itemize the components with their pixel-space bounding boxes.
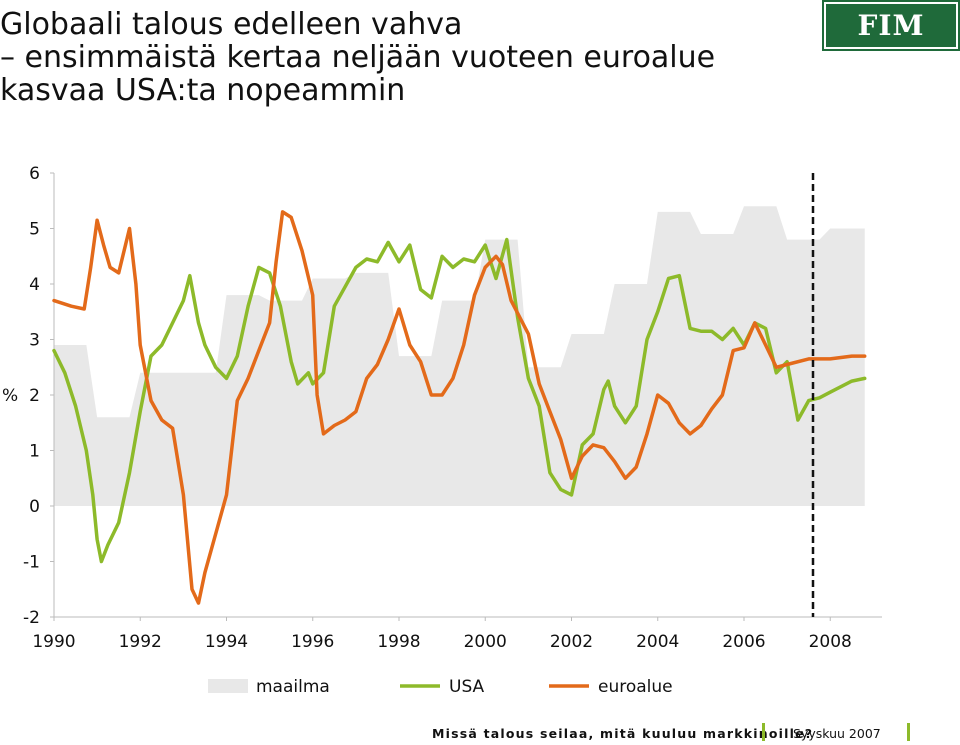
title-block: Globaali talous edelleen vahva – ensimmä… xyxy=(0,8,760,107)
x-tick-label-2000: 2000 xyxy=(464,632,507,652)
y-tick-label-6: 6 xyxy=(29,164,40,184)
footer-separator-1 xyxy=(762,723,765,741)
y-tick-label-1: 1 xyxy=(29,442,40,462)
legend-label-USA: USA xyxy=(449,677,485,697)
series-line-euroalue xyxy=(52,210,867,605)
series-line-USA xyxy=(52,237,867,564)
x-tick-label-1994: 1994 xyxy=(205,632,248,652)
x-tick-label-2008: 2008 xyxy=(809,632,852,652)
y-axis-label: % xyxy=(2,386,18,406)
legend-label-euroalue: euroalue xyxy=(598,677,673,697)
x-tick-label-2004: 2004 xyxy=(636,632,679,652)
y-tick-label-2: 2 xyxy=(29,386,40,406)
title-line-3: kasvaa USA:ta nopeammin xyxy=(0,73,406,108)
footer-separator-2 xyxy=(907,723,910,741)
fim-logo: FIM xyxy=(822,0,960,51)
y-tick-label-4: 4 xyxy=(29,275,40,295)
y-tick-label--2: -2 xyxy=(23,608,40,628)
x-tick-label-1996: 1996 xyxy=(291,632,334,652)
x-tick-label-2006: 2006 xyxy=(722,632,765,652)
y-tick-label-0: 0 xyxy=(29,497,40,517)
footer-date: Syyskuu 2007 xyxy=(793,726,881,741)
title-line-2: – ensimmäistä kertaa neljään vuoteen eur… xyxy=(0,40,716,75)
footer-caption: Missä talous seilaa, mitä kuuluu markkin… xyxy=(432,726,814,741)
x-tick-label-1990: 1990 xyxy=(32,632,75,652)
x-tick-label-1998: 1998 xyxy=(377,632,420,652)
y-tick-label-3: 3 xyxy=(29,331,40,351)
legend-label-maailma: maailma xyxy=(256,677,330,697)
x-tick-label-2002: 2002 xyxy=(550,632,593,652)
legend-swatch-maailma xyxy=(208,679,248,693)
x-tick-label-1992: 1992 xyxy=(119,632,162,652)
y-tick-label--1: -1 xyxy=(23,553,40,573)
title-line-1: Globaali talous edelleen vahva xyxy=(0,7,463,42)
logo-text: FIM xyxy=(857,9,925,42)
footer: Missä talous seilaa, mitä kuuluu markkin… xyxy=(0,722,960,744)
y-tick-label-5: 5 xyxy=(29,220,40,240)
growth-line-chart: -2 -1 0 1 2 3 4 5 6% 1990 1992 1994 1996 1998 2000 2002… xyxy=(2,164,882,697)
